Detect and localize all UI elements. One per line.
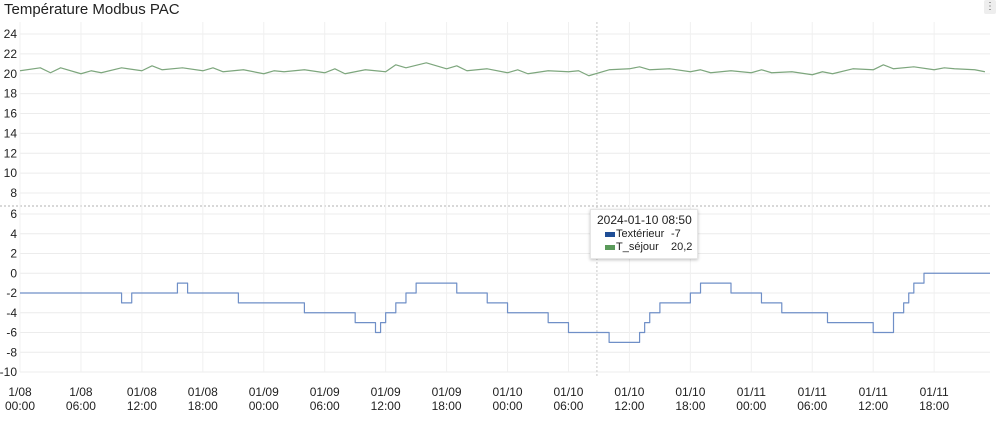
tooltip-series-name: Textérieur <box>616 228 665 240</box>
tooltip-series-name: T_séjour <box>616 241 659 253</box>
x-tick-label-time: 00:00 <box>249 399 279 413</box>
x-tick-label-time: 12:00 <box>858 399 888 413</box>
series-lines <box>19 62 990 343</box>
x-tick-label-time: 00:00 <box>736 399 766 413</box>
x-tick-label-time: 06:00 <box>797 399 827 413</box>
x-tick-label-time: 18:00 <box>188 399 218 413</box>
series-swatch-t-sejour <box>605 244 615 250</box>
x-tick-label-time: 18:00 <box>675 399 705 413</box>
x-tick-label-date: 01/11 <box>737 385 766 399</box>
y-tick-label-lower: -6 <box>6 326 17 340</box>
x-tick-label-time: 12:00 <box>371 399 401 413</box>
y-tick-label-lower: 4 <box>10 227 17 241</box>
x-tick-label-date: 01/08 <box>188 385 218 399</box>
y-tick-label-upper: 20 <box>4 67 18 81</box>
chart-title: Température Modbus PAC <box>4 1 180 18</box>
tooltip-series-value: 20,2 <box>671 241 693 253</box>
y-tick-label-lower: -4 <box>6 306 17 320</box>
x-tick-label-date: 01/11 <box>798 385 827 399</box>
grid-lines <box>0 22 990 376</box>
x-tick-label-date: 01/11 <box>920 385 949 399</box>
y-tick-label-upper: 8 <box>10 186 17 200</box>
y-tick-label-lower: 6 <box>10 207 17 221</box>
hover-tooltip: 2024-01-10 08:50 Textérieur -7 T_séjour … <box>590 209 698 259</box>
y-tick-label-upper: 16 <box>4 107 18 121</box>
x-tick-label-time: 06:00 <box>66 399 96 413</box>
y-tick-label-upper: 14 <box>4 126 18 140</box>
y-tick-label-lower: -2 <box>6 286 17 300</box>
y-tick-label-upper: 22 <box>4 47 18 61</box>
y-tick-label-upper: 12 <box>4 146 18 160</box>
series-line-textérieur <box>20 272 990 343</box>
x-tick-label-time: 18:00 <box>432 399 462 413</box>
y-tick-label-upper: 24 <box>4 27 18 41</box>
x-tick-label-date: 01/10 <box>614 385 644 399</box>
vertical-dots-icon[interactable]: ⋮ <box>984 0 996 14</box>
x-tick-label-time: 00:00 <box>5 399 35 413</box>
x-tick-label-date: 01/11 <box>859 385 888 399</box>
y-tick-label-lower: 0 <box>10 266 17 280</box>
series-swatch-textérieur <box>605 231 615 237</box>
x-tick-label-date: 1/08 <box>69 385 93 399</box>
tooltip-time: 2024-01-10 08:50 <box>597 213 692 227</box>
x-tick-label-time: 18:00 <box>919 399 949 413</box>
x-tick-label-date: 01/09 <box>249 385 279 399</box>
x-tick-label-time: 00:00 <box>493 399 523 413</box>
tooltip-row-textérieur: Textérieur -7 <box>605 228 681 240</box>
x-tick-label-date: 01/10 <box>493 385 523 399</box>
x-tick-label-time: 06:00 <box>553 399 583 413</box>
x-tick-label-date: 01/10 <box>553 385 583 399</box>
x-tick-label-date: 01/09 <box>371 385 401 399</box>
y-tick-label-lower: -8 <box>6 345 17 359</box>
series-line-t-sejour <box>19 62 986 77</box>
x-tick-label-time: 12:00 <box>127 399 157 413</box>
y-tick-label-lower: -10 <box>0 365 17 379</box>
x-tick-label-date: 1/08 <box>8 385 32 399</box>
tooltip-series-value: -7 <box>671 228 681 240</box>
x-tick-label-date: 01/09 <box>432 385 462 399</box>
x-tick-label-time: 06:00 <box>310 399 340 413</box>
y-tick-label-lower: 2 <box>10 247 17 261</box>
x-tick-label-date: 01/10 <box>675 385 705 399</box>
x-tick-label-date: 01/09 <box>310 385 340 399</box>
tooltip-row-t-sejour: T_séjour 20,2 <box>605 241 692 253</box>
x-axis-ticks: 1/0800:001/0806:0001/0812:0001/0818:0001… <box>5 385 949 413</box>
y-tick-label-upper: 18 <box>4 87 18 101</box>
x-tick-label-time: 12:00 <box>614 399 644 413</box>
y-tick-label-upper: 10 <box>4 166 18 180</box>
x-tick-label-date: 01/08 <box>127 385 157 399</box>
